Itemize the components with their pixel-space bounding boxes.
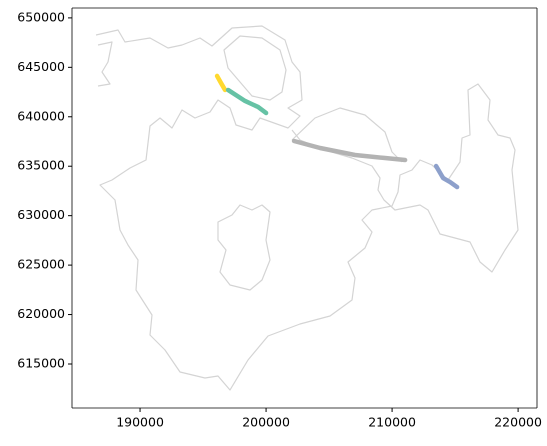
x-tick-label: 220000 <box>494 415 542 430</box>
y-tick-label: 650000 <box>17 9 65 24</box>
y-tick-label: 620000 <box>17 306 65 321</box>
island-outline <box>95 25 519 391</box>
route-line <box>291 138 408 163</box>
y-tick-label: 635000 <box>17 158 65 173</box>
y-tick-label: 625000 <box>17 257 65 272</box>
y-tick-label: 645000 <box>17 59 65 74</box>
lake-outline <box>217 204 271 291</box>
y-tick-label: 615000 <box>17 355 65 370</box>
y-tick-label: 640000 <box>17 108 65 123</box>
x-tick-label: 190000 <box>116 415 164 430</box>
strait-outline <box>291 107 403 163</box>
x-tick-label: 210000 <box>368 415 416 430</box>
y-tick-label: 630000 <box>17 207 65 222</box>
route-line <box>433 163 460 190</box>
x-tick-label: 200000 <box>242 415 290 430</box>
route-line <box>225 87 269 116</box>
boundary-outlines <box>95 25 519 391</box>
route-line <box>214 73 228 93</box>
inner-outline <box>97 35 287 101</box>
